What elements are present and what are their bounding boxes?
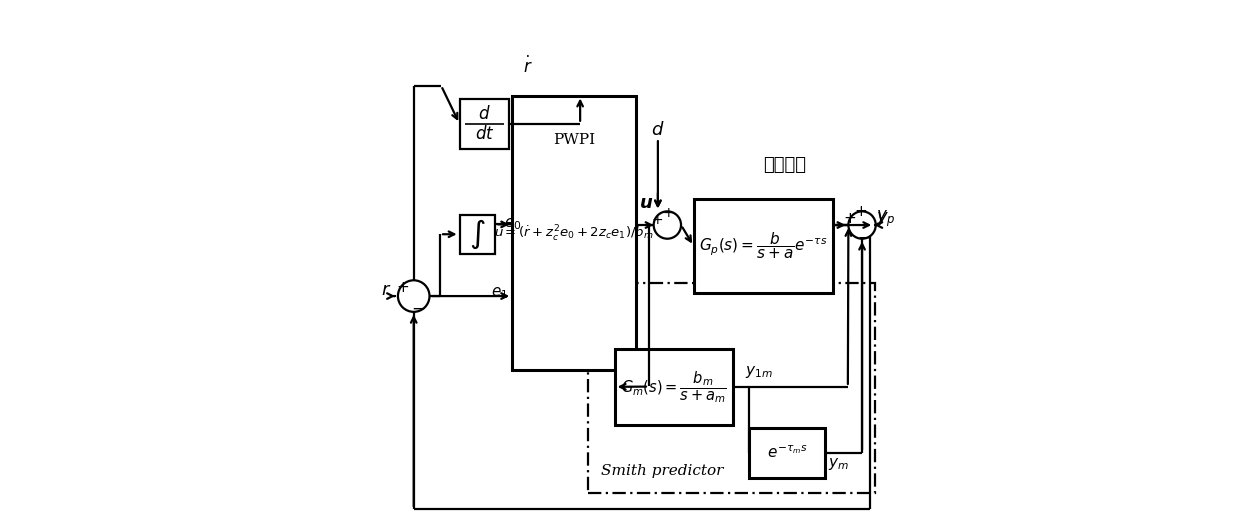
Text: $+$: $+$ <box>651 213 663 227</box>
Text: $r$: $r$ <box>381 281 391 299</box>
Text: $d$: $d$ <box>651 121 665 139</box>
Text: $G_p(s)=\dfrac{b}{s+a}e^{-\tau s}$: $G_p(s)=\dfrac{b}{s+a}e^{-\tau s}$ <box>699 231 827 261</box>
Circle shape <box>848 212 875 239</box>
Text: $+$: $+$ <box>662 206 675 221</box>
Circle shape <box>653 212 681 239</box>
Text: $d$: $d$ <box>479 105 491 123</box>
Text: $y_p$: $y_p$ <box>877 208 895 229</box>
Bar <box>512 96 636 370</box>
Text: $-$: $-$ <box>857 229 872 245</box>
Bar <box>460 99 510 149</box>
Text: $G_m(s)=\dfrac{b_m}{s+a_m}$: $G_m(s)=\dfrac{b_m}{s+a_m}$ <box>621 369 727 405</box>
Text: PWPI: PWPI <box>553 133 595 147</box>
Text: $dt$: $dt$ <box>475 125 495 143</box>
Text: Smith predictor: Smith predictor <box>601 464 723 478</box>
Text: 时滞对象: 时滞对象 <box>763 156 806 174</box>
Text: $+$: $+$ <box>396 281 409 295</box>
Text: $\boldsymbol{u}$: $\boldsymbol{u}$ <box>639 194 653 212</box>
Bar <box>460 214 495 254</box>
Text: $y_{1m}$: $y_{1m}$ <box>745 364 773 380</box>
Bar <box>693 199 833 294</box>
Text: $+$: $+$ <box>854 205 867 219</box>
Text: $y$: $y$ <box>877 209 889 227</box>
Text: $\dot{r}$: $\dot{r}$ <box>522 56 532 77</box>
Text: $\int$: $\int$ <box>469 217 486 251</box>
Bar <box>749 427 826 478</box>
Text: $e_1$: $e_1$ <box>491 286 508 302</box>
Text: $u=(\dot{r}+z_c^2 e_0+2z_c e_1)/b_m$: $u=(\dot{r}+z_c^2 e_0+2z_c e_1)/b_m$ <box>494 223 653 243</box>
Text: $+$: $+$ <box>843 212 856 226</box>
Bar <box>615 349 733 425</box>
Bar <box>589 283 875 494</box>
Text: $y_m$: $y_m$ <box>828 456 849 472</box>
Text: $-$: $-$ <box>410 299 425 316</box>
Text: $e^{-\tau_m s}$: $e^{-\tau_m s}$ <box>766 444 807 461</box>
Text: $e_0$: $e_0$ <box>503 216 521 232</box>
Circle shape <box>398 280 429 312</box>
